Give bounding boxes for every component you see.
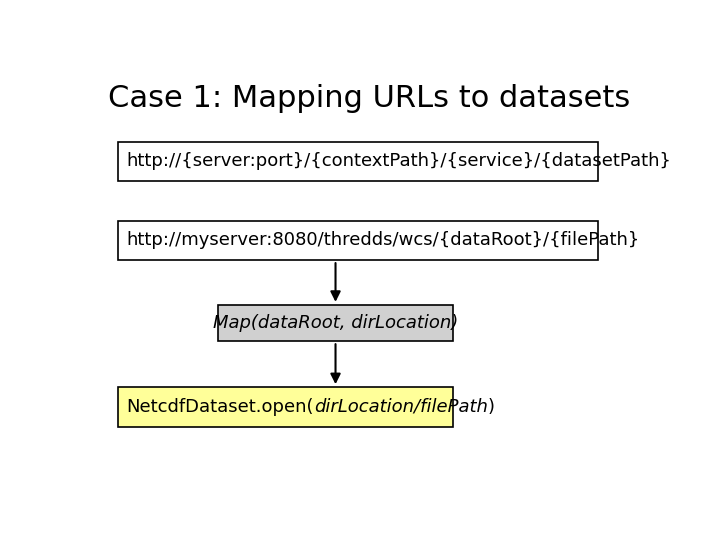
FancyBboxPatch shape bbox=[118, 387, 453, 427]
Text: dirLocation/filePath: dirLocation/filePath bbox=[314, 398, 487, 416]
Text: NetcdfDataset.open(: NetcdfDataset.open( bbox=[126, 398, 314, 416]
FancyBboxPatch shape bbox=[218, 305, 453, 341]
Text: Case 1: Mapping URLs to datasets: Case 1: Mapping URLs to datasets bbox=[108, 84, 630, 112]
FancyBboxPatch shape bbox=[118, 221, 598, 260]
FancyBboxPatch shape bbox=[118, 141, 598, 181]
Text: Map(dataRoot, dirLocation): Map(dataRoot, dirLocation) bbox=[213, 314, 458, 332]
Text: http://{server:port}/{contextPath}/{service}/{datasetPath}: http://{server:port}/{contextPath}/{serv… bbox=[126, 152, 671, 171]
Text: ): ) bbox=[487, 398, 495, 416]
Text: http://myserver:8080/thredds/wcs/{dataRoot}/{filePath}: http://myserver:8080/thredds/wcs/{dataRo… bbox=[126, 232, 639, 249]
